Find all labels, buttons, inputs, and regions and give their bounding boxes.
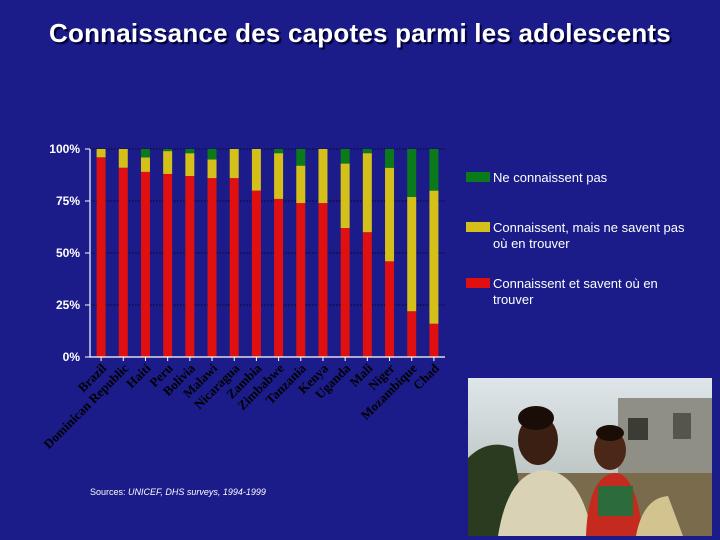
bar-segment bbox=[229, 178, 239, 357]
bar-segment bbox=[163, 149, 173, 152]
legend-swatch bbox=[466, 278, 490, 288]
bar-segment bbox=[296, 165, 306, 204]
grid-lines bbox=[85, 148, 445, 358]
bar-segment bbox=[340, 163, 350, 229]
source-prefix: Sources: bbox=[90, 487, 129, 497]
y-tick-label: 0% bbox=[63, 350, 81, 364]
page-title: Connaissance des capotes parmi les adole… bbox=[49, 18, 671, 48]
legend-label: Ne connaissent pas bbox=[493, 170, 608, 185]
bar-segment bbox=[296, 149, 306, 166]
y-tick-label: 75% bbox=[56, 194, 80, 208]
bar-segment bbox=[362, 149, 372, 154]
bar-segment bbox=[251, 190, 261, 357]
source-note: Sources: UNICEF, DHS surveys, 1994-1999 bbox=[90, 487, 266, 497]
bar-segment bbox=[207, 149, 217, 160]
bar-segment bbox=[385, 167, 395, 262]
legend-label: Connaissent, mais ne savent pas où en tro… bbox=[493, 220, 685, 251]
bar-segment bbox=[251, 149, 261, 191]
x-tick-label: Chad bbox=[410, 360, 443, 393]
legend-swatch bbox=[466, 222, 490, 232]
bars bbox=[96, 149, 439, 357]
bar-segment bbox=[207, 178, 217, 357]
legend-swatch bbox=[466, 172, 490, 182]
bar-segment bbox=[385, 149, 395, 168]
bar-segment bbox=[362, 153, 372, 233]
bar-segment bbox=[229, 149, 239, 179]
bar-segment bbox=[296, 203, 306, 357]
bar-segment bbox=[407, 196, 417, 312]
bar-segment bbox=[96, 157, 106, 357]
axes bbox=[89, 149, 445, 361]
bar-segment bbox=[429, 149, 439, 191]
bar-segment bbox=[140, 149, 150, 158]
source-text: UNICEF, DHS surveys, 1994-1999 bbox=[128, 487, 266, 497]
bar-segment bbox=[274, 149, 284, 154]
bar-segment bbox=[185, 176, 195, 357]
y-tick-label: 100% bbox=[49, 142, 80, 156]
bar-segment bbox=[340, 149, 350, 164]
bar-segment bbox=[163, 173, 173, 357]
bar-segment bbox=[429, 190, 439, 324]
bar-segment bbox=[429, 323, 439, 357]
bar-segment bbox=[385, 261, 395, 357]
bar-segment bbox=[318, 149, 328, 204]
bar-segment bbox=[118, 167, 128, 357]
bar-segment bbox=[340, 228, 350, 357]
bar-segment bbox=[407, 149, 417, 197]
bar-segment bbox=[140, 157, 150, 172]
bar-segment bbox=[185, 153, 195, 177]
bar-segment bbox=[140, 171, 150, 357]
bar-segment bbox=[318, 203, 328, 357]
legend-label: Connaissent et savent où en trouver bbox=[493, 276, 658, 307]
bar-segment bbox=[274, 198, 284, 357]
y-tick-labels: 0% 25% 50% 75% 100% bbox=[49, 142, 80, 364]
y-tick-label: 50% bbox=[56, 246, 80, 260]
bar-segment bbox=[185, 149, 195, 154]
bar-segment bbox=[407, 311, 417, 357]
bar-segment bbox=[274, 153, 284, 199]
y-tick-label: 25% bbox=[56, 298, 80, 312]
bar-segment bbox=[96, 149, 106, 158]
bar-segment bbox=[207, 159, 217, 179]
bar-segment bbox=[118, 149, 128, 168]
photo-two-children bbox=[468, 378, 712, 536]
bar-segment bbox=[362, 232, 372, 357]
bar-segment bbox=[163, 151, 173, 174]
legend: Ne connaissent pas Connaissent, mais ne s… bbox=[466, 170, 685, 307]
